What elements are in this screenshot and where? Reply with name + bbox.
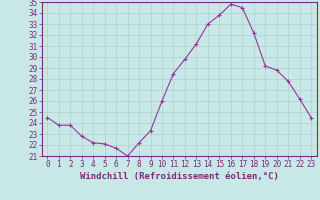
X-axis label: Windchill (Refroidissement éolien,°C): Windchill (Refroidissement éolien,°C) xyxy=(80,172,279,181)
